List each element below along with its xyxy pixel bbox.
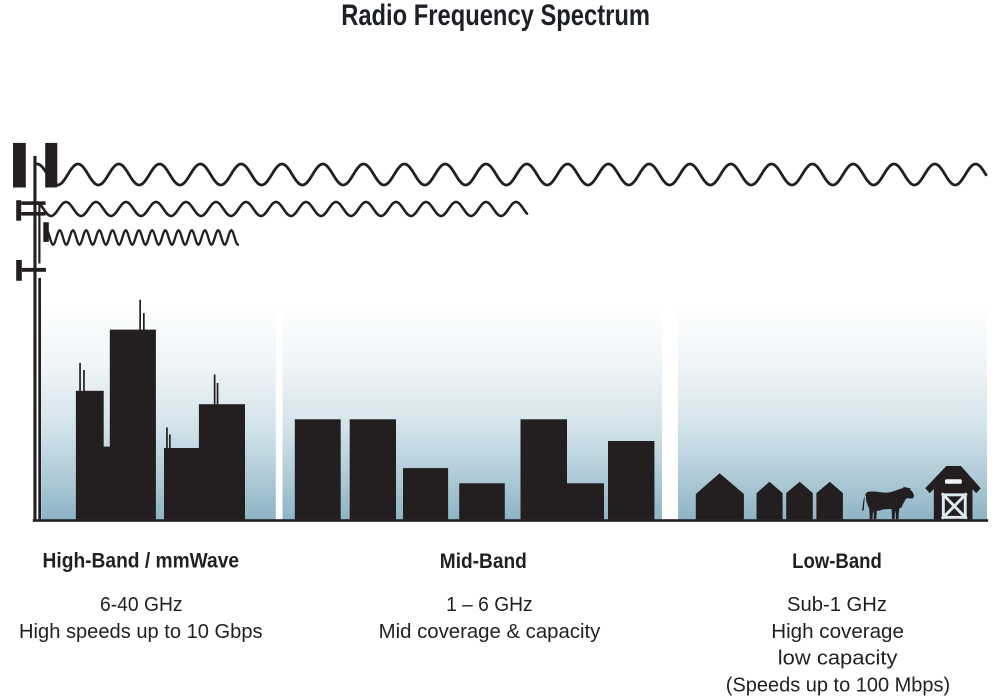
svg-text:Low-Band: Low-Band	[792, 550, 882, 573]
svg-text:Radio Frequency Spectrum: Radio Frequency Spectrum	[341, 0, 650, 32]
svg-text:Mid-Band: Mid-Band	[440, 550, 527, 573]
svg-text:1 – 6 GHz: 1 – 6 GHz	[446, 594, 533, 616]
svg-text:High-Band / mmWave: High-Band / mmWave	[43, 550, 240, 573]
svg-text:6-40 GHz: 6-40 GHz	[100, 594, 183, 616]
svg-text:low capacity: low capacity	[778, 648, 898, 670]
svg-text:Sub-1 GHz: Sub-1 GHz	[787, 594, 887, 616]
svg-text:High coverage: High coverage	[771, 621, 904, 643]
svg-text:Mid coverage & capacity: Mid coverage & capacity	[379, 621, 601, 643]
svg-text:(Speeds up to 100 Mbps): (Speeds up to 100 Mbps)	[726, 674, 950, 696]
svg-text:High speeds up to 10 Gbps: High speeds up to 10 Gbps	[19, 621, 263, 643]
